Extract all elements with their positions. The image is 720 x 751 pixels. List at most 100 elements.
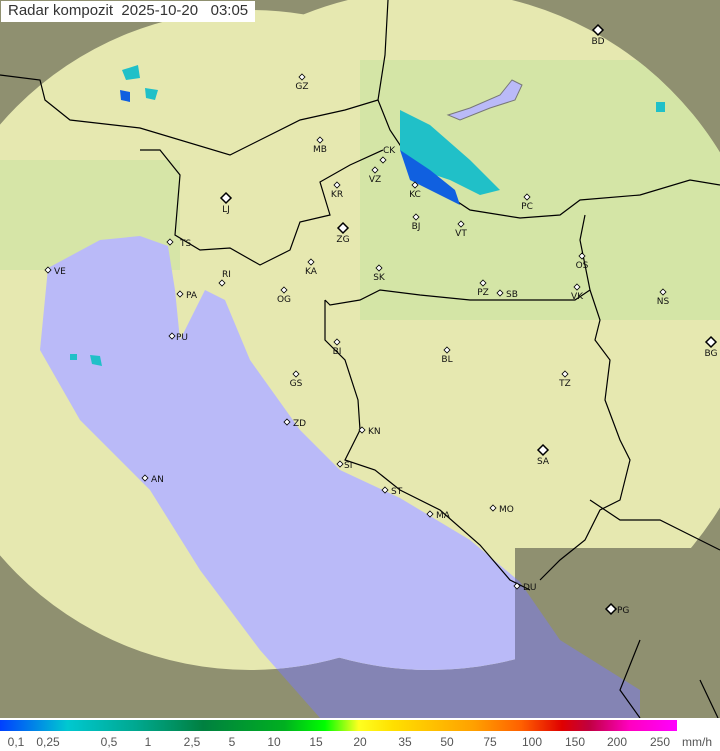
city-an[interactable]: AN bbox=[141, 474, 164, 485]
city-pa[interactable]: PA bbox=[176, 290, 198, 301]
city-bg[interactable]: BG bbox=[705, 335, 718, 359]
city-zg[interactable]: ZG bbox=[336, 221, 350, 245]
city-label: MO bbox=[499, 505, 514, 515]
city-bj[interactable]: BJ bbox=[412, 213, 421, 232]
legend-unit: mm/h bbox=[682, 735, 712, 749]
city-pu[interactable]: PU bbox=[168, 332, 188, 343]
city-zd[interactable]: ZD bbox=[283, 418, 306, 429]
city-mb[interactable]: MB bbox=[313, 136, 327, 155]
city-marker-icon bbox=[166, 238, 174, 246]
city-marker-icon bbox=[561, 370, 569, 378]
city-mo[interactable]: MO bbox=[489, 504, 514, 515]
map-title: Radar kompozit 2025-10-20 03:05 bbox=[1, 1, 256, 22]
city-label: TS bbox=[179, 239, 191, 249]
city-sa[interactable]: SA bbox=[536, 443, 550, 467]
city-marker-icon bbox=[336, 460, 344, 468]
city-vz[interactable]: VZ bbox=[369, 166, 381, 185]
city-label: VE bbox=[54, 267, 66, 277]
legend-tick-label: 250 bbox=[649, 735, 671, 749]
legend-tick-label: 10 bbox=[267, 735, 281, 749]
city-marker-icon bbox=[168, 332, 176, 340]
legend-tick-label: 75 bbox=[483, 735, 497, 749]
legend-tick-label: 5 bbox=[228, 735, 236, 749]
city-ck[interactable]: CK bbox=[379, 146, 396, 164]
city-kr[interactable]: KR bbox=[331, 181, 343, 200]
city-marker-icon bbox=[141, 474, 149, 482]
city-ma[interactable]: MA bbox=[426, 510, 451, 521]
city-marker-icon bbox=[358, 426, 366, 434]
city-label: AN bbox=[151, 475, 164, 485]
city-st[interactable]: ST bbox=[381, 486, 403, 497]
legend-tick-label: 100 bbox=[521, 735, 543, 749]
city-label: VZ bbox=[369, 175, 381, 185]
city-marker-icon bbox=[591, 23, 605, 37]
city-label: SK bbox=[373, 273, 386, 283]
city-label: TZ bbox=[558, 379, 571, 389]
city-marker-icon bbox=[443, 346, 451, 354]
city-marker-icon bbox=[218, 279, 226, 287]
city-ns[interactable]: NS bbox=[657, 288, 670, 307]
city-sb[interactable]: SB bbox=[496, 289, 518, 300]
city-bi[interactable]: BI bbox=[333, 338, 342, 357]
city-marker-icon bbox=[457, 220, 465, 228]
city-tz[interactable]: TZ bbox=[558, 370, 571, 389]
city-pz[interactable]: PZ bbox=[477, 279, 489, 298]
city-label: GS bbox=[290, 379, 303, 389]
city-si[interactable]: SI bbox=[336, 460, 352, 471]
city-marker-icon bbox=[573, 283, 581, 291]
city-label: VK bbox=[571, 292, 584, 302]
city-ka[interactable]: KA bbox=[305, 258, 318, 277]
city-label: PG bbox=[617, 606, 629, 616]
city-lj[interactable]: LJ bbox=[219, 191, 233, 215]
radar-echoes bbox=[70, 65, 665, 366]
city-bl[interactable]: BL bbox=[441, 346, 453, 365]
legend-tick-label: 0,5 bbox=[100, 735, 118, 749]
city-marker-icon bbox=[578, 252, 586, 260]
city-marker-icon bbox=[292, 370, 300, 378]
legend-tick-label: 2,5 bbox=[183, 735, 201, 749]
city-kn[interactable]: KN bbox=[358, 426, 381, 437]
city-label: DU bbox=[523, 583, 537, 593]
city-ri[interactable]: RI bbox=[218, 270, 231, 287]
city-label: NS bbox=[657, 297, 670, 307]
city-kc[interactable]: KC bbox=[409, 181, 421, 200]
radar-map[interactable]: BD GZ MB CK VZ KR KC PC LJ BJ VT ZG TS VE KA SK OS RI PA OG… bbox=[0, 0, 720, 718]
legend-tick-label: 1 bbox=[144, 735, 152, 749]
city-marker-icon bbox=[381, 486, 389, 494]
city-label: PC bbox=[521, 202, 533, 212]
city-vt[interactable]: VT bbox=[455, 220, 467, 239]
city-vk[interactable]: VK bbox=[571, 283, 584, 302]
city-marker-icon bbox=[412, 213, 420, 221]
legend-tick-label: 0,1 bbox=[7, 735, 25, 749]
city-sk[interactable]: SK bbox=[373, 264, 386, 283]
city-marker-icon bbox=[411, 181, 419, 189]
city-marker-icon bbox=[523, 193, 531, 201]
city-os[interactable]: OS bbox=[576, 252, 589, 271]
city-label: BJ bbox=[412, 222, 421, 232]
city-gs[interactable]: GS bbox=[290, 370, 303, 389]
city-label: KR bbox=[331, 190, 343, 200]
legend-tick-label: 35 bbox=[398, 735, 412, 749]
city-marker-icon bbox=[371, 166, 379, 174]
legend-tick-label: 0,25 bbox=[36, 735, 60, 749]
city-label: PA bbox=[186, 291, 198, 301]
city-label: SB bbox=[506, 290, 518, 300]
city-marker-icon bbox=[307, 258, 315, 266]
lake-balaton bbox=[446, 79, 523, 121]
city-bd[interactable]: BD bbox=[591, 23, 605, 47]
city-label: BD bbox=[591, 37, 604, 47]
city-label: BI bbox=[333, 347, 342, 357]
city-ts[interactable]: TS bbox=[166, 238, 191, 249]
city-du[interactable]: DU bbox=[513, 582, 537, 593]
city-pc[interactable]: PC bbox=[521, 193, 533, 212]
precipitation-colorbar bbox=[0, 720, 677, 731]
legend-tick-label: 20 bbox=[353, 735, 367, 749]
city-label: LJ bbox=[222, 205, 230, 215]
city-marker-icon bbox=[375, 264, 383, 272]
city-og[interactable]: OG bbox=[277, 286, 291, 305]
city-label: SI bbox=[344, 461, 352, 471]
city-gz[interactable]: GZ bbox=[295, 73, 309, 92]
city-ve[interactable]: VE bbox=[44, 266, 66, 277]
city-label: VT bbox=[455, 229, 467, 239]
city-pg[interactable]: PG bbox=[604, 602, 629, 616]
